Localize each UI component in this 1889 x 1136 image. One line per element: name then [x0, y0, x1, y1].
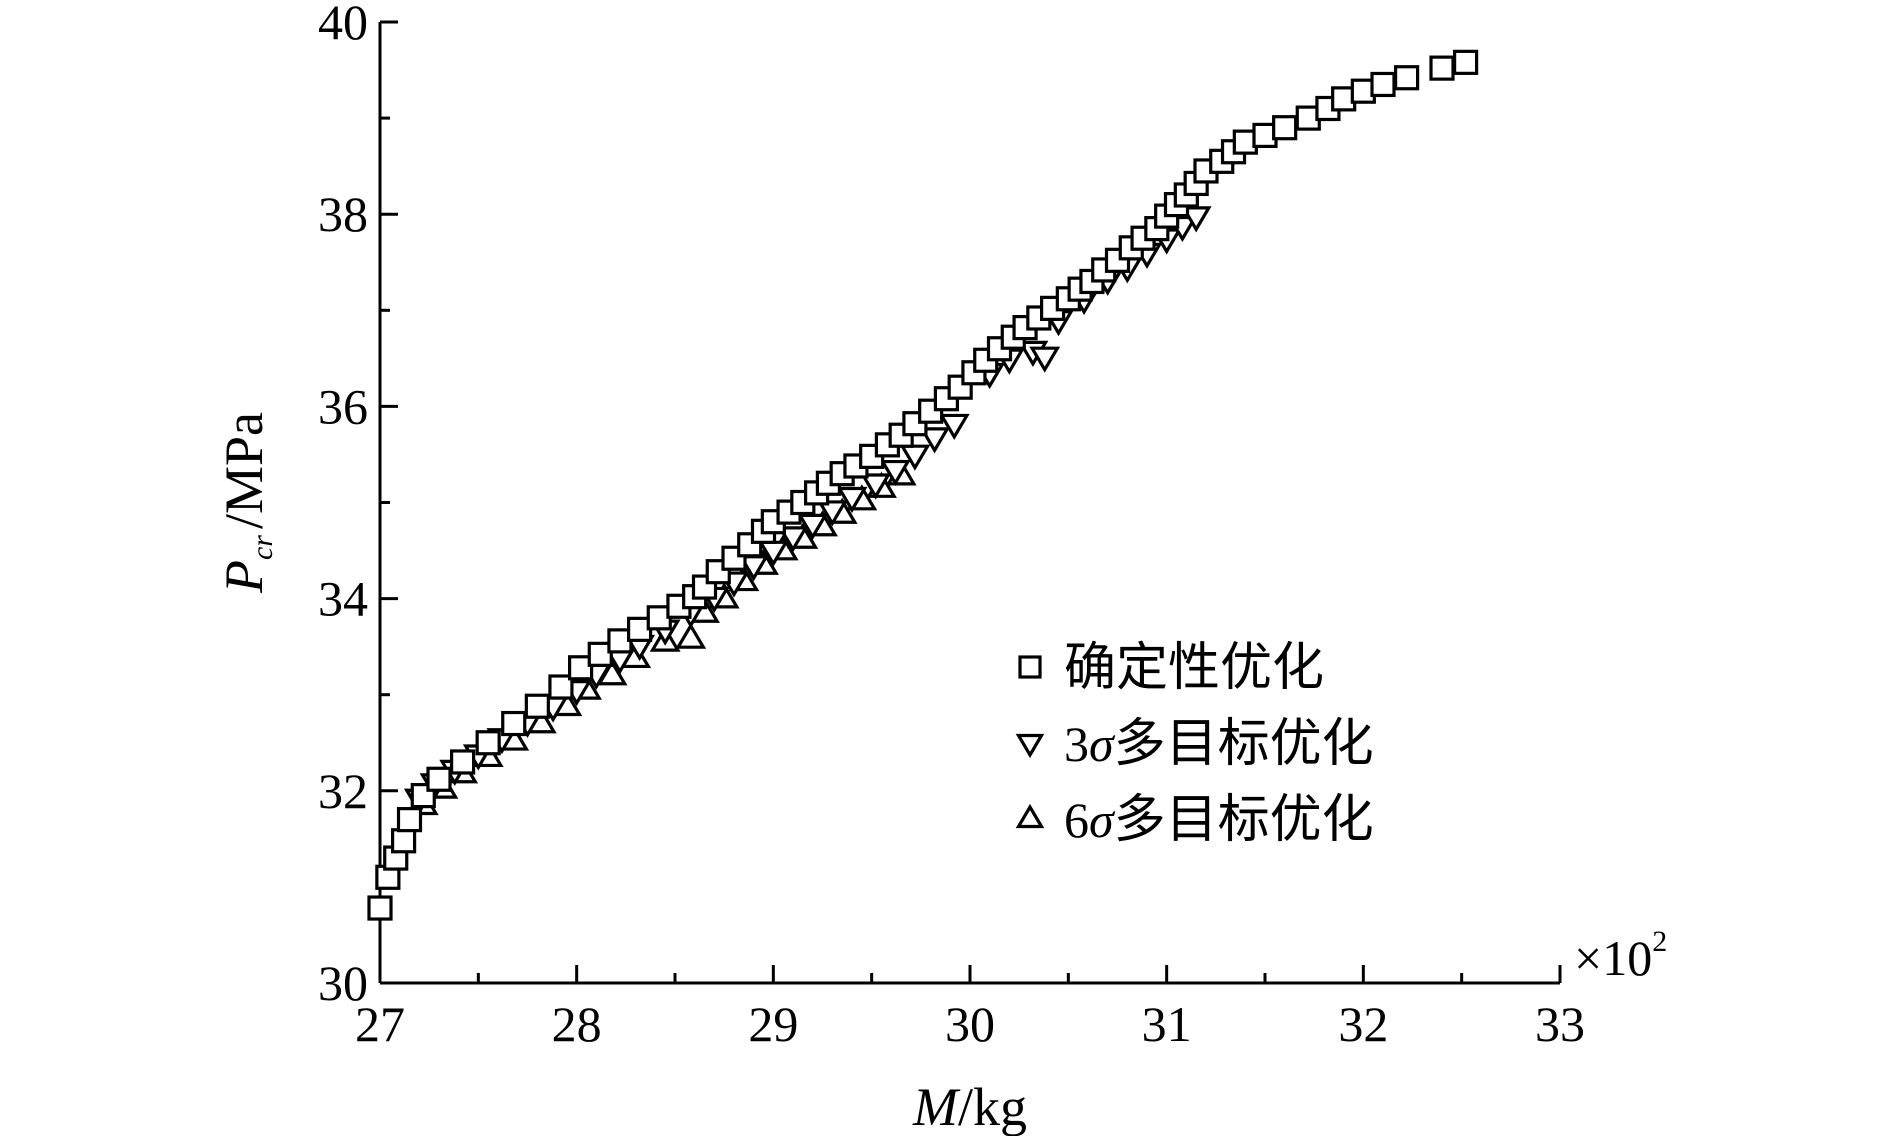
- y-ticks: 30 32 34 36 38 40: [318, 0, 398, 1011]
- x-tick-label: 31: [1142, 996, 1192, 1052]
- x-tick-label: 28: [552, 996, 602, 1052]
- data-point-triangle-down: [836, 486, 868, 514]
- data-point-triangle-down: [919, 427, 951, 454]
- legend-label: 6σ多目标优化: [1064, 790, 1374, 850]
- x-axis-var: M: [912, 1077, 961, 1136]
- x-tick-label: 33: [1535, 996, 1585, 1052]
- data-point-square: [1272, 115, 1298, 141]
- y-axis-sub: cr: [246, 535, 279, 560]
- data-point-square: [1393, 65, 1420, 91]
- x-multiplier-exp: 2: [1652, 925, 1667, 958]
- data-point-square: [426, 766, 452, 792]
- data-point-triangle-down: [938, 413, 970, 441]
- legend-marker-square: [1018, 655, 1042, 679]
- data-point-triangle-down: [1029, 346, 1061, 373]
- data-point-square: [450, 749, 476, 775]
- legend-label-suffix: 多目标优化: [1114, 790, 1374, 850]
- legend-label-prefix: 6: [1064, 792, 1089, 848]
- legend-marker-triangle-up: [1015, 803, 1045, 829]
- data-point-square: [396, 807, 423, 833]
- legend-label: 确定性优化: [1064, 638, 1324, 698]
- data-point-square: [548, 674, 574, 700]
- series-layer: [367, 49, 1479, 921]
- x-ticks: 27 28 29 30 31 32 33: [355, 965, 1585, 1052]
- data-point-triangle-down: [1180, 206, 1212, 233]
- x-multiplier-label: ×102: [1574, 925, 1667, 986]
- legend-label-sigma: σ: [1089, 716, 1116, 772]
- data-point-square: [475, 730, 501, 756]
- data-point-square: [524, 693, 550, 719]
- data-point-triangle-up: [675, 622, 707, 649]
- y-axis-var: P: [214, 560, 274, 594]
- legend-label-suffix: 多目标优化: [1114, 714, 1374, 774]
- data-point-square: [367, 895, 393, 921]
- y-tick-label: 38: [318, 186, 368, 242]
- x-axis-label: M/kg: [912, 1077, 1027, 1136]
- x-tick-label: 30: [945, 996, 995, 1052]
- x-tick-label: 32: [1338, 996, 1388, 1052]
- data-point-square: [567, 655, 594, 681]
- series-square: [367, 49, 1479, 921]
- data-point-triangle-down: [777, 526, 809, 553]
- legend-label: 3σ多目标优化: [1064, 714, 1374, 774]
- data-point-square: [501, 710, 527, 737]
- y-axis-label: Pcr/MPa: [214, 412, 279, 594]
- y-tick-label: 36: [318, 378, 368, 434]
- x-axis-unit: /kg: [958, 1077, 1027, 1136]
- x-tick-label: 29: [748, 996, 798, 1052]
- data-point-square: [391, 828, 417, 854]
- data-point-triangle-down: [899, 444, 931, 471]
- y-tick-label: 40: [318, 0, 368, 50]
- data-point-triangle-down: [879, 459, 911, 487]
- legend-label-sigma: σ: [1089, 792, 1116, 848]
- legend-label-prefix: 3: [1064, 716, 1089, 772]
- y-tick-label: 34: [318, 571, 368, 627]
- data-point-square: [1370, 71, 1396, 98]
- y-tick-label: 30: [318, 955, 368, 1011]
- y-axis-unit: /MPa: [214, 412, 274, 529]
- legend-marker-triangle-down: [1015, 733, 1045, 759]
- axes: [378, 22, 1560, 985]
- data-point-square: [587, 641, 613, 667]
- x-multiplier-sign: ×10: [1574, 930, 1652, 986]
- y-tick-label: 32: [318, 763, 368, 819]
- data-point-triangle-down: [816, 500, 848, 527]
- x-tick-label: 27: [355, 996, 405, 1052]
- data-point-square: [1429, 55, 1455, 81]
- data-point-triangle-down: [860, 473, 892, 500]
- data-point-square: [1452, 49, 1479, 75]
- data-point-triangle-down: [797, 513, 829, 540]
